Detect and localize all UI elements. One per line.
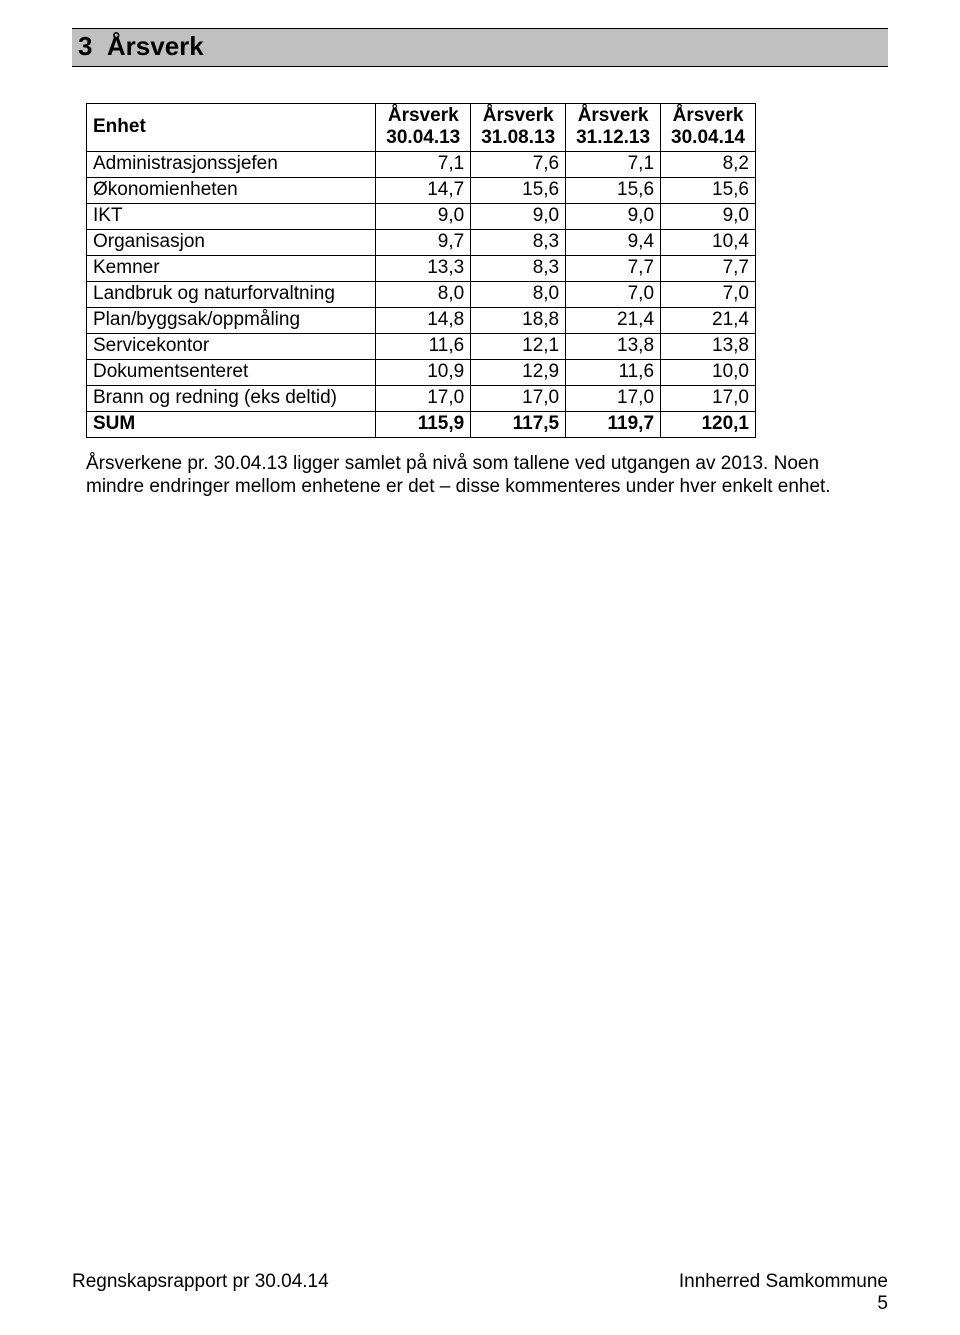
sum-cell: 115,9 <box>376 411 471 437</box>
col-header-label: Årsverk <box>388 105 459 126</box>
row-label: Administrasjonssjefen <box>87 151 376 177</box>
cell: 15,6 <box>471 177 566 203</box>
cell: 9,4 <box>566 229 661 255</box>
cell: 7,6 <box>471 151 566 177</box>
sum-cell: 120,1 <box>661 411 756 437</box>
row-label: Dokumentsenteret <box>87 359 376 385</box>
page-number: 5 <box>877 1293 888 1315</box>
cell: 17,0 <box>566 385 661 411</box>
cell: 18,8 <box>471 307 566 333</box>
cell: 9,7 <box>376 229 471 255</box>
sum-cell: 119,7 <box>566 411 661 437</box>
cell: 9,0 <box>471 203 566 229</box>
section-heading: 3 Årsverk <box>72 28 888 67</box>
table-row: IKT 9,0 9,0 9,0 9,0 <box>87 203 756 229</box>
cell: 9,0 <box>376 203 471 229</box>
col-header-period: 30.04.14 <box>671 127 745 148</box>
footer-right-text: Innherred Samkommune <box>679 1271 888 1293</box>
table-row: Økonomienheten 14,7 15,6 15,6 15,6 <box>87 177 756 203</box>
cell: 17,0 <box>376 385 471 411</box>
cell: 9,0 <box>566 203 661 229</box>
body-paragraph: Årsverkene pr. 30.04.13 ligger samlet på… <box>86 452 846 498</box>
row-label: Økonomienheten <box>87 177 376 203</box>
table-body: Administrasjonssjefen 7,1 7,6 7,1 8,2 Øk… <box>87 151 756 437</box>
sum-cell: 117,5 <box>471 411 566 437</box>
cell: 7,0 <box>566 281 661 307</box>
col-header-3: Årsverk 30.04.14 <box>661 104 756 152</box>
table-sum-row: SUM 115,9 117,5 119,7 120,1 <box>87 411 756 437</box>
row-label: Kemner <box>87 255 376 281</box>
cell: 9,0 <box>661 203 756 229</box>
arsverk-table: Enhet Årsverk 30.04.13 Årsverk 31.08.13 … <box>86 103 756 438</box>
cell: 8,0 <box>376 281 471 307</box>
cell: 7,7 <box>661 255 756 281</box>
cell: 21,4 <box>566 307 661 333</box>
cell: 13,3 <box>376 255 471 281</box>
cell: 7,0 <box>661 281 756 307</box>
page-footer: Regnskapsrapport pr 30.04.14 Innherred S… <box>72 1271 888 1293</box>
col-header-label: Årsverk <box>578 105 649 126</box>
table-row: Servicekontor 11,6 12,1 13,8 13,8 <box>87 333 756 359</box>
cell: 8,2 <box>661 151 756 177</box>
cell: 12,1 <box>471 333 566 359</box>
cell: 15,6 <box>661 177 756 203</box>
cell: 11,6 <box>566 359 661 385</box>
col-header-1: Årsverk 31.08.13 <box>471 104 566 152</box>
table-row: Dokumentsenteret 10,9 12,9 11,6 10,0 <box>87 359 756 385</box>
row-label: Plan/byggsak/oppmåling <box>87 307 376 333</box>
table-row: Administrasjonssjefen 7,1 7,6 7,1 8,2 <box>87 151 756 177</box>
row-label: Organisasjon <box>87 229 376 255</box>
table-row: Brann og redning (eks deltid) 17,0 17,0 … <box>87 385 756 411</box>
cell: 13,8 <box>661 333 756 359</box>
page-container: 3 Årsverk Enhet Årsverk 30.04.13 Årsverk… <box>0 0 960 498</box>
footer-left-text: Regnskapsrapport pr 30.04.14 <box>72 1271 329 1293</box>
col-header-2: Årsverk 31.12.13 <box>566 104 661 152</box>
row-label: Brann og redning (eks deltid) <box>87 385 376 411</box>
row-label: Landbruk og naturforvaltning <box>87 281 376 307</box>
cell: 17,0 <box>471 385 566 411</box>
col-header-period: 31.08.13 <box>481 127 555 148</box>
cell: 10,9 <box>376 359 471 385</box>
cell: 10,0 <box>661 359 756 385</box>
cell: 8,3 <box>471 229 566 255</box>
cell: 13,8 <box>566 333 661 359</box>
table-row: Landbruk og naturforvaltning 8,0 8,0 7,0… <box>87 281 756 307</box>
cell: 7,1 <box>566 151 661 177</box>
cell: 17,0 <box>661 385 756 411</box>
table-row: Plan/byggsak/oppmåling 14,8 18,8 21,4 21… <box>87 307 756 333</box>
cell: 7,7 <box>566 255 661 281</box>
cell: 7,1 <box>376 151 471 177</box>
cell: 8,0 <box>471 281 566 307</box>
cell: 15,6 <box>566 177 661 203</box>
cell: 8,3 <box>471 255 566 281</box>
cell: 14,8 <box>376 307 471 333</box>
sum-label: SUM <box>87 411 376 437</box>
col-header-enhet: Enhet <box>87 104 376 152</box>
table-row: Organisasjon 9,7 8,3 9,4 10,4 <box>87 229 756 255</box>
cell: 21,4 <box>661 307 756 333</box>
table-row: Kemner 13,3 8,3 7,7 7,7 <box>87 255 756 281</box>
col-header-0: Årsverk 30.04.13 <box>376 104 471 152</box>
row-label: IKT <box>87 203 376 229</box>
cell: 14,7 <box>376 177 471 203</box>
col-header-period: 30.04.13 <box>386 127 460 148</box>
col-header-label: Årsverk <box>483 105 554 126</box>
cell: 10,4 <box>661 229 756 255</box>
row-label: Servicekontor <box>87 333 376 359</box>
col-header-period: 31.12.13 <box>576 127 650 148</box>
cell: 11,6 <box>376 333 471 359</box>
table-header-row: Enhet Årsverk 30.04.13 Årsverk 31.08.13 … <box>87 104 756 152</box>
cell: 12,9 <box>471 359 566 385</box>
col-header-label: Årsverk <box>673 105 744 126</box>
